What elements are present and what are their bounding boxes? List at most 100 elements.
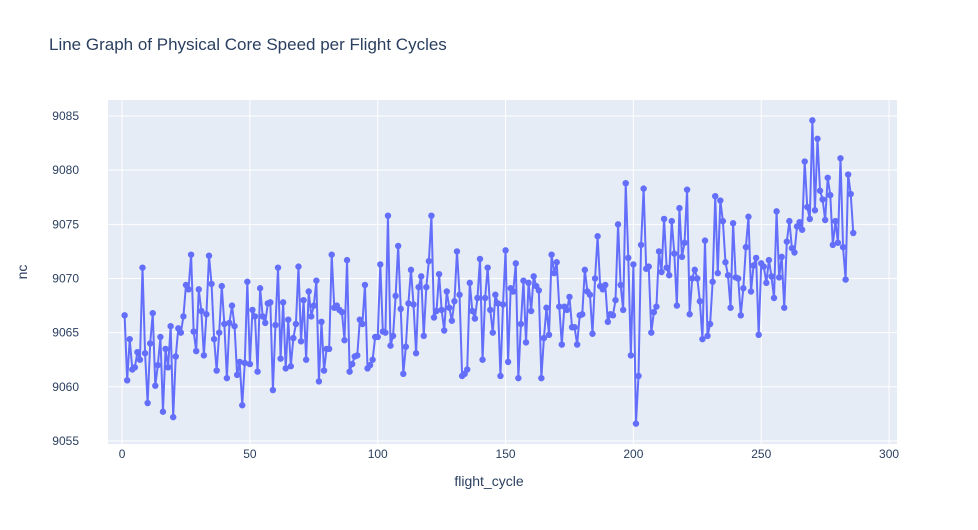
point (136, 356, 144, 363)
point (377, 261, 384, 268)
point (402, 343, 410, 350)
point (446, 304, 453, 311)
point (686, 311, 693, 318)
point (279, 299, 287, 306)
point (589, 330, 596, 337)
point (545, 331, 553, 339)
point (221, 320, 228, 328)
point (650, 308, 658, 316)
point (121, 312, 128, 319)
point (164, 364, 172, 371)
point (369, 356, 376, 363)
point (471, 315, 479, 322)
point (512, 260, 519, 267)
point (740, 285, 747, 292)
point (497, 372, 504, 380)
point (617, 281, 624, 289)
point (689, 275, 696, 282)
point (515, 374, 522, 382)
point (801, 158, 808, 165)
point (770, 294, 778, 302)
point (837, 155, 844, 162)
point (410, 301, 417, 308)
point (167, 322, 174, 330)
point (492, 291, 499, 298)
point (187, 251, 195, 258)
point (474, 294, 481, 302)
point (522, 339, 530, 346)
point (464, 366, 471, 373)
point (494, 300, 502, 307)
point (341, 337, 348, 344)
point (172, 353, 179, 360)
point (205, 252, 213, 259)
point (315, 378, 323, 385)
y-tick-label: 9085 (52, 109, 79, 123)
point (619, 306, 627, 314)
point (827, 191, 834, 199)
x-tick-label: 150 (496, 447, 516, 461)
point (200, 352, 208, 359)
point (274, 264, 282, 271)
point (146, 340, 154, 347)
point (476, 255, 484, 263)
point (305, 288, 312, 295)
point (696, 298, 704, 305)
chart-title: Line Graph of Physical Core Speed per Fl… (49, 35, 447, 54)
point (469, 307, 476, 315)
point (481, 294, 489, 302)
point (819, 196, 826, 203)
point (811, 207, 819, 214)
x-tick-label: 0 (119, 447, 126, 461)
point (614, 221, 622, 228)
point (543, 304, 550, 311)
point (722, 259, 729, 266)
point (241, 359, 248, 367)
point (558, 341, 566, 348)
point (630, 261, 637, 268)
point (832, 217, 839, 225)
y-tick-label: 9070 (52, 271, 79, 285)
point (123, 377, 131, 384)
point (239, 402, 246, 409)
point (604, 318, 612, 326)
point (389, 332, 397, 340)
point (591, 275, 599, 282)
point (300, 296, 307, 304)
y-tick-label: 9060 (52, 380, 79, 394)
point (216, 329, 223, 336)
point (141, 350, 149, 357)
point (573, 341, 581, 348)
point (735, 275, 742, 282)
point (681, 239, 688, 246)
point (144, 399, 151, 407)
point (804, 203, 811, 211)
point (719, 217, 727, 225)
point (752, 254, 760, 262)
point (699, 335, 706, 343)
point (676, 204, 683, 212)
point (594, 233, 601, 240)
point (844, 171, 852, 178)
point (760, 263, 767, 270)
point (382, 329, 389, 336)
point (348, 360, 356, 368)
x-axis-label: flight_cycle (454, 473, 523, 489)
point (415, 283, 422, 291)
point (453, 248, 461, 255)
point (673, 302, 681, 309)
point (441, 327, 448, 334)
point (750, 262, 757, 269)
point (714, 269, 721, 277)
point (678, 253, 686, 261)
point (821, 216, 829, 224)
point (259, 313, 266, 320)
point (438, 306, 445, 314)
point (233, 371, 241, 379)
point (520, 277, 527, 284)
point (228, 302, 236, 309)
point (420, 332, 427, 340)
point (310, 302, 318, 309)
point (550, 269, 558, 277)
point (796, 218, 803, 226)
